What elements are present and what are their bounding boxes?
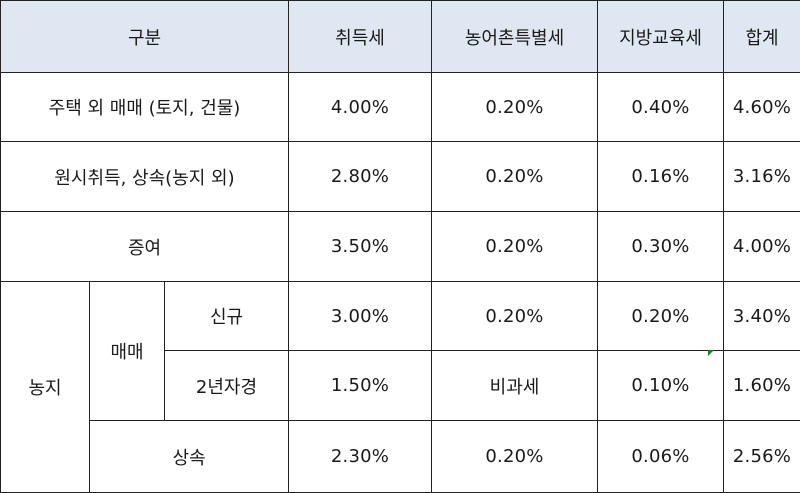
rural-special-tax-cell: 0.20%: [432, 421, 598, 493]
total-cell: 4.00%: [724, 212, 800, 282]
row-label: 2년자경: [165, 351, 289, 421]
table-row: 원시취득, 상속(농지 외) 2.80% 0.20% 0.16% 3.16%: [1, 142, 800, 212]
row-label: 신규: [165, 282, 289, 351]
local-education-tax-cell: 0.40%: [598, 73, 724, 142]
acquisition-tax-cell: 4.00%: [289, 73, 432, 142]
total-cell: 3.40%: [724, 282, 800, 351]
rural-special-tax-cell: 0.20%: [432, 142, 598, 212]
total-cell: 3.16%: [724, 142, 800, 212]
row-label: 원시취득, 상속(농지 외): [1, 142, 289, 212]
local-education-tax-cell: 0.20%: [598, 282, 724, 351]
table-row: 주택 외 매매 (토지, 건물) 4.00% 0.20% 0.40% 4.60%: [1, 73, 800, 142]
row-label: 상속: [90, 421, 289, 493]
header-acquisition-tax: 취득세: [289, 1, 432, 73]
header-total: 합계: [724, 1, 800, 73]
header-category: 구분: [1, 1, 289, 73]
local-education-tax-cell: 0.10%: [598, 351, 724, 421]
total-cell: 2.56%: [724, 421, 800, 493]
rural-special-tax-cell: 비과세: [432, 351, 598, 421]
header-rural-special-tax: 농어촌특별세: [432, 1, 598, 73]
rural-special-tax-cell: 0.20%: [432, 282, 598, 351]
acquisition-tax-cell: 3.50%: [289, 212, 432, 282]
header-row: 구분 취득세 농어촌특별세 지방교육세 합계: [1, 1, 800, 73]
header-local-education-tax: 지방교육세: [598, 1, 724, 73]
total-cell: 1.60%: [724, 351, 800, 421]
acquisition-tax-cell: 2.30%: [289, 421, 432, 493]
rural-special-tax-cell: 0.20%: [432, 73, 598, 142]
table-row: 농지 매매 신규 3.00% 0.20% 0.20% 3.40%: [1, 282, 800, 351]
acquisition-tax-cell: 2.80%: [289, 142, 432, 212]
table-row: 증여 3.50% 0.20% 0.30% 4.00%: [1, 212, 800, 282]
local-education-tax-cell: 0.06%: [598, 421, 724, 493]
table-row: 상속 2.30% 0.20% 0.06% 2.56%: [1, 421, 800, 493]
local-education-tax-cell: 0.30%: [598, 212, 724, 282]
total-cell: 4.60%: [724, 73, 800, 142]
row-label: 증여: [1, 212, 289, 282]
acquisition-tax-cell: 3.00%: [289, 282, 432, 351]
rural-special-tax-cell: 0.20%: [432, 212, 598, 282]
row-label: 주택 외 매매 (토지, 건물): [1, 73, 289, 142]
local-education-tax-cell: 0.16%: [598, 142, 724, 212]
trade-label: 매매: [90, 282, 165, 421]
acquisition-tax-cell: 1.50%: [289, 351, 432, 421]
cell-comment-marker: [708, 350, 714, 356]
farmland-label: 농지: [1, 282, 90, 493]
